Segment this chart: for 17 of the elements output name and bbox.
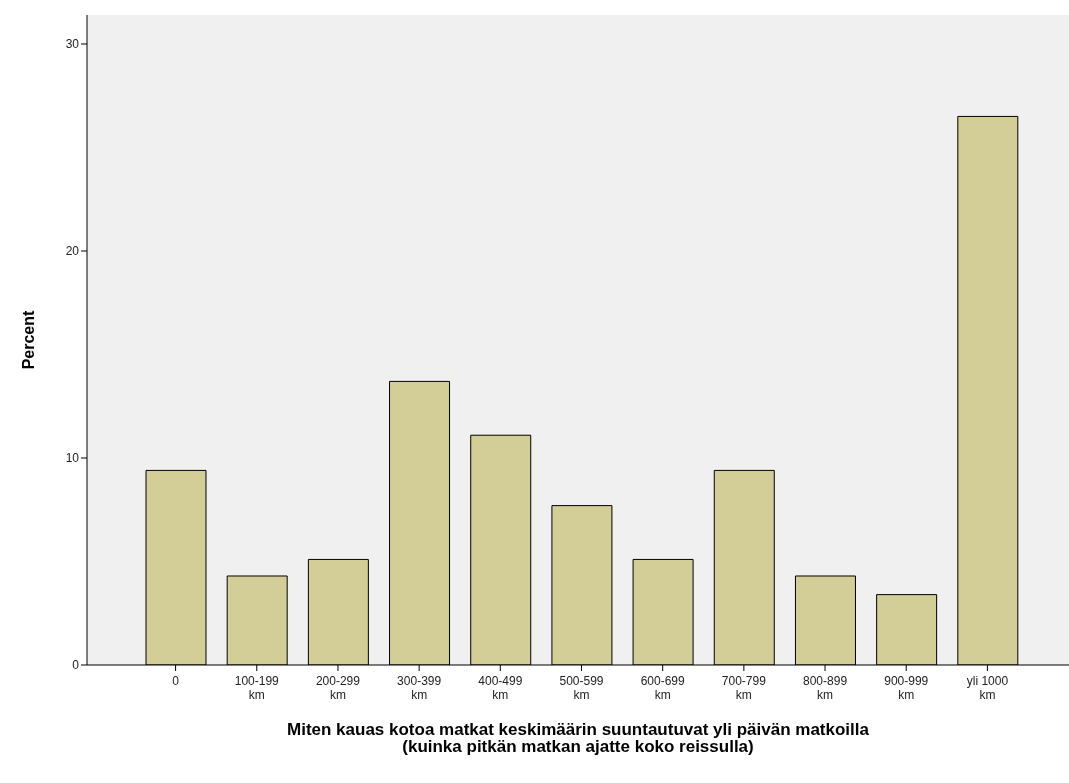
y-tick-label: 10 [65,451,80,466]
x-tick-label: 800-899 km [803,674,848,702]
y-tick-label: 0 [72,658,80,673]
x-tick-label: 0 [172,674,180,688]
x-tick-label: 900-999 km [884,674,929,702]
x-tick-label: 300-399 km [397,674,442,702]
y-axis-title: Percent [19,309,37,370]
y-tick-label: 20 [65,244,80,259]
x-tick-label: yli 1000 km [966,674,1009,702]
x-axis-title: Miten kauas kotoa matkat keskimäärin suuntautuvat yli päivän matkoilla (kuinka pitkän matkan ajatte koko reissulla) [287,720,870,756]
y-tick-label: 30 [65,37,80,52]
x-tick-label: 500-599 km [559,674,604,702]
x-tick-label: 100-199 km [234,674,280,702]
x-tick-label: 400-499 km [478,674,523,702]
x-tick-label: 200-299 km [315,674,361,702]
x-tick-label: 600-699 km [640,674,686,702]
x-tick-label: 700-799 km [721,674,767,702]
